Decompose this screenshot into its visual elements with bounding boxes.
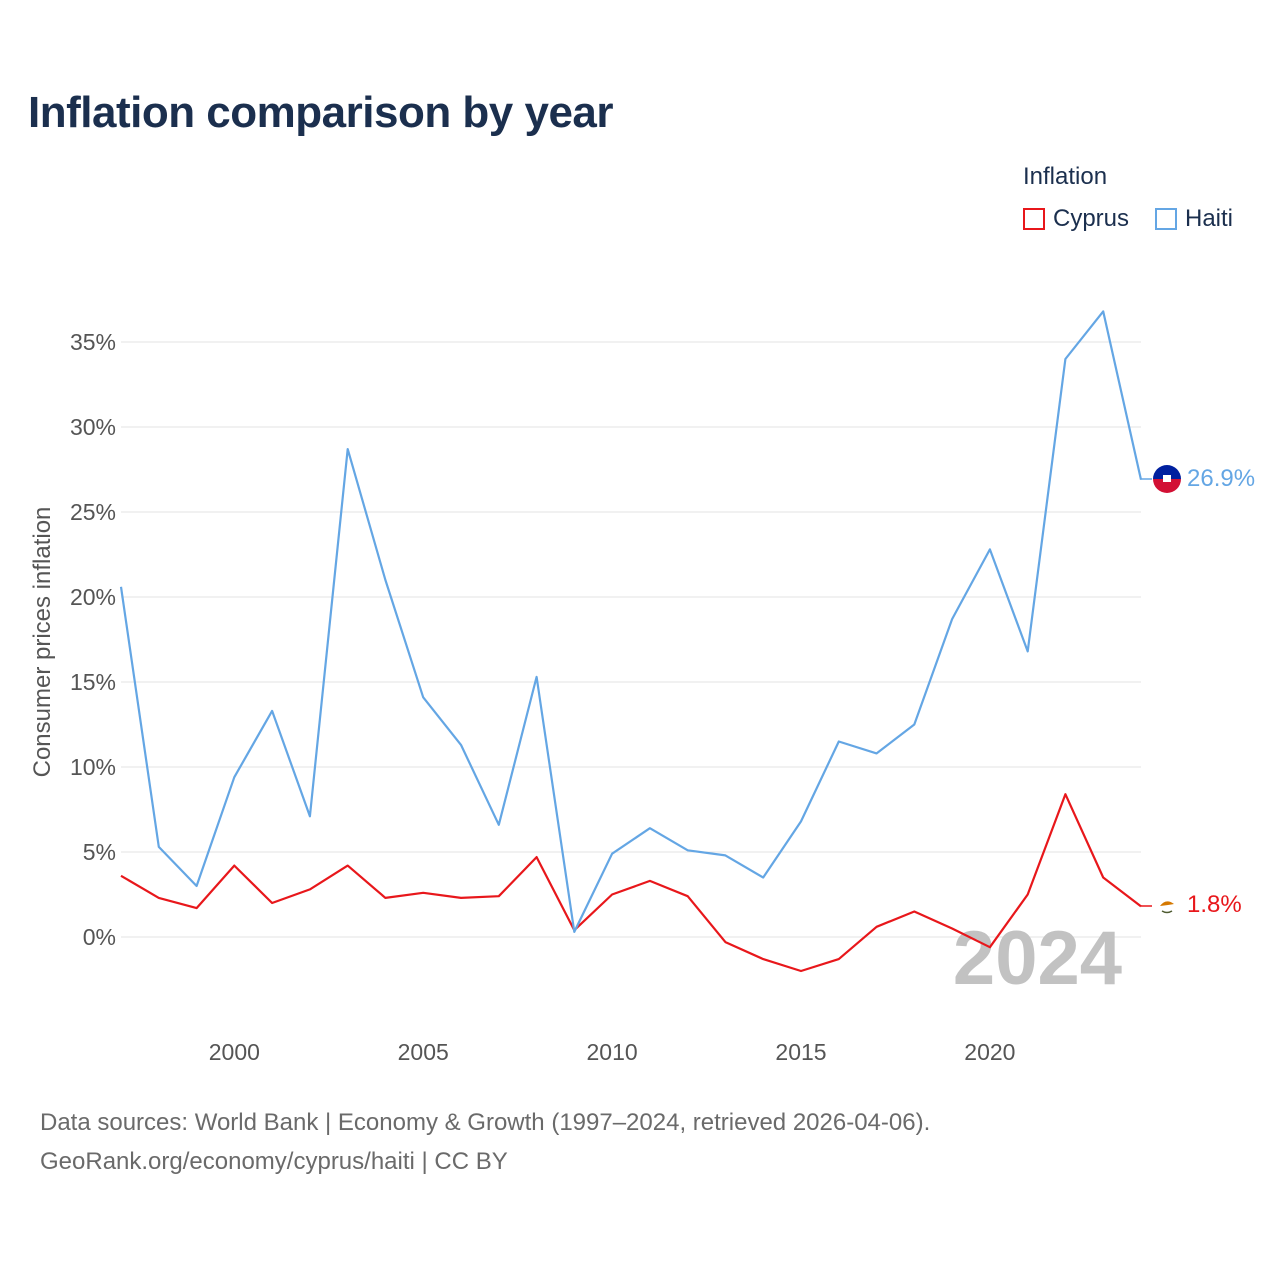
series-line-haiti[interactable] <box>119 310 1143 934</box>
y-tick-label: 35% <box>70 329 116 355</box>
year-watermark: 2024 <box>953 916 1122 1001</box>
x-tick-label: 2005 <box>398 1039 449 1065</box>
y-axis-label: Consumer prices inflation <box>29 507 56 778</box>
y-tick-label: 15% <box>70 669 116 695</box>
legend-label-cyprus: Cyprus <box>1053 205 1130 232</box>
y-tick-label: 30% <box>70 414 116 440</box>
legend-swatch-cyprus <box>1023 208 1045 230</box>
y-tick-label: 10% <box>70 754 116 780</box>
cyprus-flag-icon[interactable] <box>1157 896 1177 916</box>
grid-lines <box>121 341 1141 938</box>
x-axis-ticks: 2000 2005 2010 2015 2020 <box>209 1039 1016 1065</box>
legend-item-cyprus[interactable]: Cyprus <box>1023 205 1129 233</box>
series-lines <box>119 310 1143 973</box>
series-line-cyprus[interactable] <box>120 793 1142 973</box>
source-line-2[interactable]: GeoRank.org/economy/cyprus/haiti | CC BY <box>40 1148 508 1175</box>
haiti-flag-icon[interactable] <box>1153 465 1181 493</box>
y-tick-label: 25% <box>70 499 116 525</box>
legend-label-haiti: Haiti <box>1185 205 1234 232</box>
x-tick-label: 2010 <box>587 1039 638 1065</box>
source-line-1: Data sources: World Bank | Economy & Gro… <box>40 1109 931 1136</box>
legend-item-haiti[interactable]: Haiti <box>1155 205 1233 233</box>
legend-title: Inflation <box>1023 163 1108 190</box>
y-axis-ticks: 0% 5% 10% 15% 20% 25% 30% 35% <box>70 329 116 950</box>
y-tick-label: 5% <box>83 839 116 865</box>
legend-swatch-haiti <box>1155 208 1177 230</box>
haiti-end-value: 26.9% <box>1187 465 1255 492</box>
x-tick-label: 2000 <box>209 1039 260 1065</box>
y-tick-label: 0% <box>83 924 116 950</box>
y-tick-label: 20% <box>70 584 116 610</box>
x-tick-label: 2015 <box>775 1039 826 1065</box>
chart-title: Inflation comparison by year <box>28 88 614 137</box>
x-tick-label: 2020 <box>964 1039 1015 1065</box>
cyprus-end-value: 1.8% <box>1187 891 1242 918</box>
